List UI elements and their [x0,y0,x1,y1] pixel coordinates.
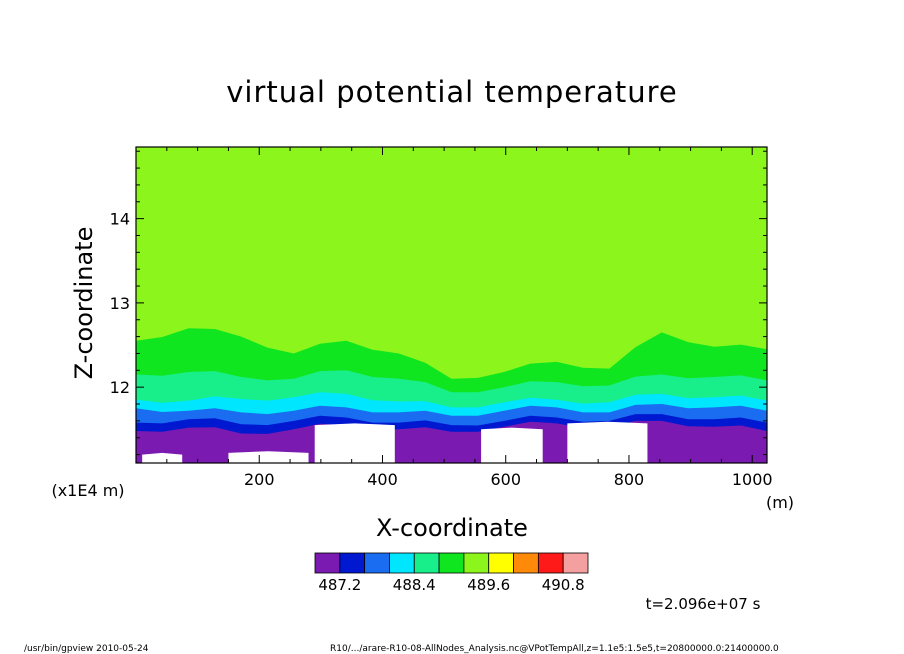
colorbar: 487.2 488.4 489.6 490.8 [314,552,589,594]
colorbar-swatch [389,552,415,574]
y-tick-label: 14 [110,210,130,229]
undefined-region [228,451,309,463]
y-axis-label: Z-coordinate [70,227,98,380]
footer-left: /usr/bin/gpview 2010-05-24 [24,644,149,654]
undefined-region [567,421,648,463]
x-tick-label: 400 [367,470,398,489]
x-tick-label: 200 [244,470,275,489]
undefined-region [142,452,183,463]
footer-right: R10/.../arare-R10-08-AllNodes_Analysis.n… [330,644,779,654]
colorbar-tick-label: 487.2 [318,576,361,594]
x-tick-label: 800 [614,470,645,489]
x-axis: 200 400 600 800 1000 [166,147,773,489]
y-tick-label: 13 [110,294,130,313]
x-tick-label: 1000 [732,470,773,489]
colorbar-swatch [537,552,564,574]
undefined-region [481,427,543,463]
colorbar-tick-label: 489.6 [467,576,510,594]
undefined-region [314,423,395,463]
x-axis-unit: (m) [766,493,794,512]
x-axis-label: X-coordinate [376,514,528,542]
colorbar-swatch [413,552,440,574]
colorbar-swatch [339,552,366,574]
colorbar-swatch [364,552,390,574]
colorbar-swatch [314,552,341,574]
colorbar-swatch [562,552,589,574]
colorbar-swatch [438,552,465,574]
chart-title: virtual potential temperature [226,75,677,109]
y-tick-label: 12 [110,378,130,397]
x-tick-label: 600 [490,470,521,489]
colorbar-tick-label: 488.4 [393,576,436,594]
y-axis: 12 13 14 [110,150,767,456]
colorbar-swatch [513,552,539,574]
colorbar-swatch [463,552,490,574]
colorbar-tick-label: 490.8 [542,576,585,594]
plot-area [136,147,767,463]
time-label: t=2.096e+07 s [646,595,761,613]
y-axis-unit: (x1E4 m) [51,481,124,500]
plot-frame [135,146,768,464]
colorbar-swatch [488,552,514,574]
